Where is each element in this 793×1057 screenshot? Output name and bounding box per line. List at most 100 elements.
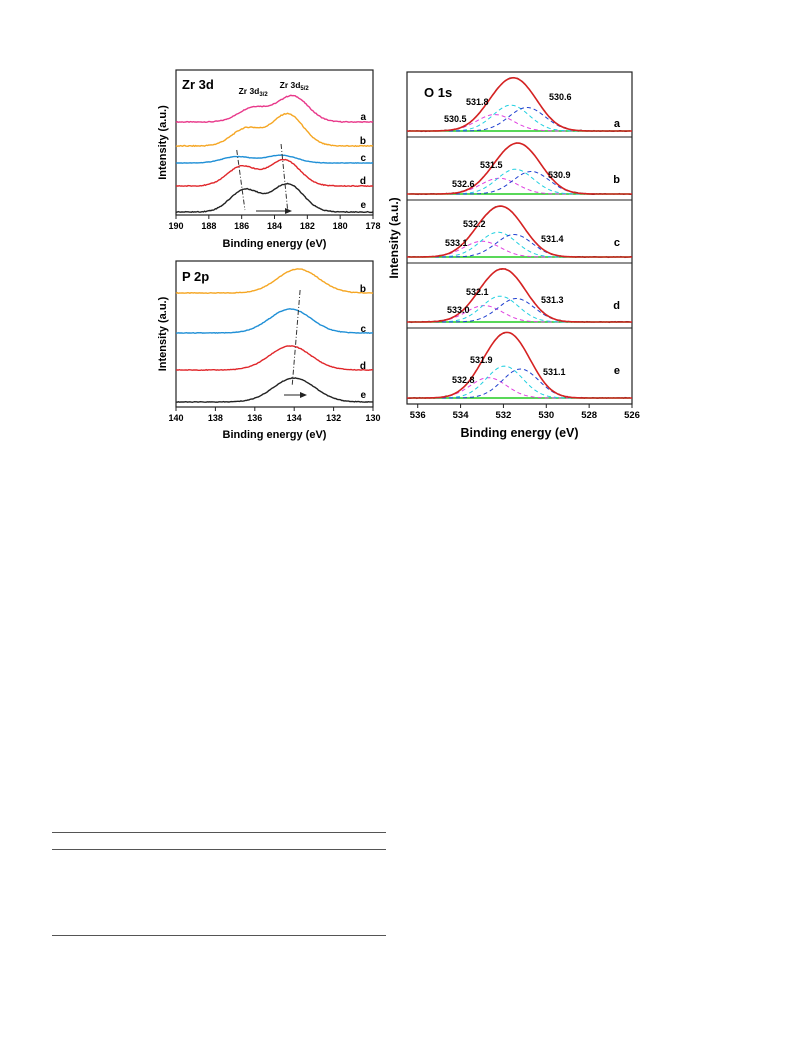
zr3d-series-label: d — [360, 176, 366, 187]
o1s-envelope — [407, 77, 632, 132]
p2p-title: P 2p — [182, 269, 209, 284]
zr3d-tick-label: 190 — [168, 221, 183, 231]
o1s-component-3 — [407, 170, 632, 195]
p2p-tick-label: 132 — [326, 413, 341, 423]
p2p-ylabel: Intensity (a.u.) — [157, 296, 169, 371]
o1s-component-label: 531.1 — [543, 367, 566, 377]
p2p-series-label: d — [360, 361, 366, 372]
o1s-component-2 — [407, 168, 632, 195]
zr3d-series-label: a — [360, 112, 366, 123]
table-rule-bottom — [52, 935, 386, 936]
zr3d-arrowhead — [285, 208, 292, 214]
o1s-component-label: 533.1 — [445, 238, 468, 248]
o1s-panel-label: a — [614, 118, 621, 130]
o1s-raw-data — [406, 205, 632, 259]
zr3d-series-b — [175, 112, 374, 148]
o1s-component-1 — [407, 177, 632, 195]
o1s-component-1 — [407, 305, 632, 323]
o1s-panel-label: e — [614, 365, 620, 377]
o1s-component-label: 532.6 — [452, 179, 475, 189]
o1s-panel-e: 532.8 531.9 531.1 e — [407, 331, 633, 400]
o1s-title: O 1s — [424, 85, 452, 100]
o1s-component-2 — [407, 231, 632, 258]
p2p-series-b — [175, 268, 374, 295]
o1s-component-label: 531.9 — [470, 355, 493, 365]
o1s-ylabel: Intensity (a.u.) — [387, 197, 401, 278]
o1s-component-1 — [407, 114, 632, 132]
zr3d-peak-label: Zr 3d3/2 — [239, 86, 269, 98]
o1s-component-label: 530.6 — [549, 92, 572, 102]
zr3d-series-d — [175, 158, 374, 188]
o1s-component-label: 531.4 — [541, 234, 564, 244]
o1s-tick-label: 526 — [624, 410, 640, 421]
o1s-envelope — [407, 267, 632, 323]
zr3d-title: Zr 3d — [182, 77, 214, 92]
o1s-component-label: 530.5 — [444, 114, 467, 124]
o1s-component-3 — [407, 233, 632, 258]
o1s-component-label: 532.2 — [463, 219, 486, 229]
o1s-envelope — [407, 331, 632, 399]
o1s-tick-label: 534 — [453, 410, 470, 421]
zr3d-series-e — [175, 182, 374, 214]
p2p-tick-label: 138 — [208, 413, 223, 423]
zr3d-series-c — [175, 154, 374, 164]
p2p-series-c — [175, 308, 373, 335]
zr3d-tick-label: 186 — [234, 221, 249, 231]
zr3d-series-label: b — [360, 136, 366, 147]
p2p-arrowhead — [300, 392, 307, 398]
o1s-panel-c: 533.1 532.2 531.4 c — [406, 205, 632, 259]
p2p-tick-label: 136 — [247, 413, 262, 423]
table-rule-header — [52, 849, 386, 850]
p2p-series-d — [175, 345, 374, 372]
table-rule-top — [52, 832, 386, 833]
zr3d-tick-label: 180 — [333, 221, 348, 231]
o1s-frame — [406, 71, 633, 405]
zr3d-guide-right — [280, 143, 289, 211]
o1s-component-label: 531.8 — [466, 97, 489, 107]
o1s-xlabel: Binding energy (eV) — [460, 426, 578, 440]
o1s-panel-d: 533.0 532.1 531.3 d — [407, 267, 632, 324]
zr3d-peak-label: Zr 3d5/2 — [280, 80, 310, 92]
zr3d-xlabel: Binding energy (eV) — [223, 238, 327, 250]
zr3d-peak-labels: Zr 3d3/2 Zr 3d5/2 — [239, 80, 310, 98]
o1s-component-3 — [407, 297, 632, 323]
p2p-tick-label: 140 — [168, 413, 183, 423]
o1s-component-1 — [407, 240, 632, 258]
o1s-envelope — [407, 142, 632, 195]
zr3d-tick-label: 182 — [300, 221, 315, 231]
zr3d-series-label: c — [360, 153, 366, 164]
o1s-component-label: 531.5 — [480, 160, 503, 170]
o1s-tick-label: 528 — [581, 410, 597, 421]
o1s-panel-label: d — [613, 300, 620, 312]
zr3d-series-a — [175, 94, 374, 124]
o1s-component-1 — [407, 377, 632, 399]
o1s-raw-data — [407, 268, 632, 324]
o1s-raw-data — [407, 142, 633, 196]
o1s-component-label: 530.9 — [548, 170, 571, 180]
zr3d-guide-left — [236, 149, 246, 211]
o1s-tick-label: 530 — [538, 410, 554, 421]
zr3d-tick-label: 188 — [201, 221, 216, 231]
o1s-component-label: 531.3 — [541, 295, 564, 305]
o1s-component-2 — [407, 295, 632, 323]
zr3d-ylabel: Intensity (a.u.) — [157, 105, 169, 180]
o1s-component-3 — [407, 106, 632, 132]
zr3d-tick-label: 178 — [365, 221, 380, 231]
p2p-guide — [291, 289, 301, 386]
o1s-component-label: 533.0 — [447, 305, 470, 315]
o1s-panel-label: c — [614, 237, 620, 249]
o1s-component-2 — [407, 104, 632, 132]
o1s-component-label: 532.1 — [466, 287, 489, 297]
p2p-tick-label: 130 — [365, 413, 380, 423]
zr3d-tick-label: 184 — [267, 221, 282, 231]
o1s-envelope — [407, 205, 632, 258]
zr3d-series-label: e — [360, 200, 366, 211]
o1s-component-label: 532.8 — [452, 375, 475, 385]
p2p-xlabel: Binding energy (eV) — [223, 429, 327, 441]
o1s-panel-a: 530.5 531.8 530.6 a — [406, 76, 633, 133]
o1s-tick-label: 536 — [410, 410, 426, 421]
o1s-panel-b: 532.6 531.5 530.9 b — [407, 142, 633, 196]
p2p-series-label: b — [360, 284, 366, 295]
p2p-series-e — [175, 377, 374, 404]
